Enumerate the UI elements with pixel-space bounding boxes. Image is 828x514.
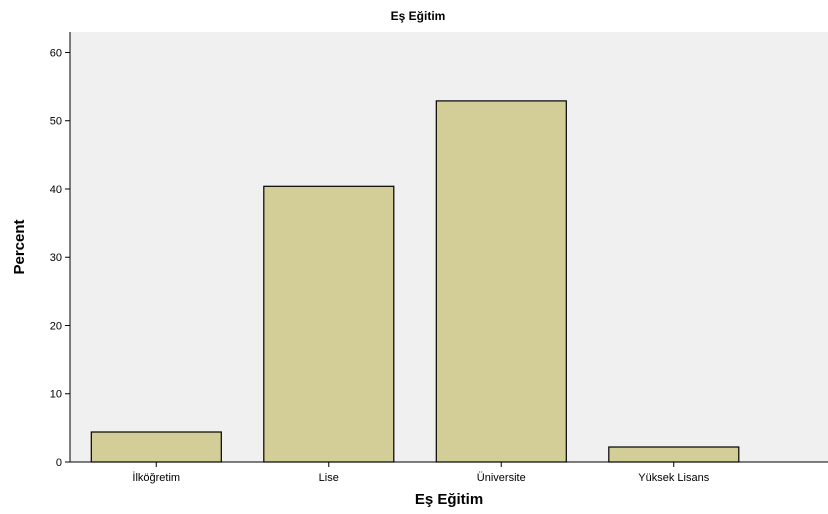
x-tick-label: İlköğretim <box>132 471 180 484</box>
bar-3 <box>608 446 740 463</box>
y-tick-label: 60 <box>50 47 62 59</box>
x-tick-label: Yüksek Lisans <box>638 472 709 484</box>
bar-0 <box>90 431 222 463</box>
x-tick-label: Lise <box>319 472 339 484</box>
y-tick-label: 0 <box>56 457 62 469</box>
bar-2 <box>435 100 567 463</box>
y-tick-label: 30 <box>50 252 62 264</box>
x-tick-label: Üniversite <box>477 472 526 484</box>
x-axis-title: Eş Eğitim <box>415 491 483 508</box>
bar-1 <box>263 185 395 463</box>
y-axis-title: Percent <box>11 219 28 274</box>
chart-title: Eş Eğitim <box>391 9 446 23</box>
y-tick-label: 40 <box>50 184 62 196</box>
y-tick-label: 50 <box>50 116 62 128</box>
y-tick-label: 20 <box>50 320 62 332</box>
y-tick-label: 10 <box>50 389 62 401</box>
